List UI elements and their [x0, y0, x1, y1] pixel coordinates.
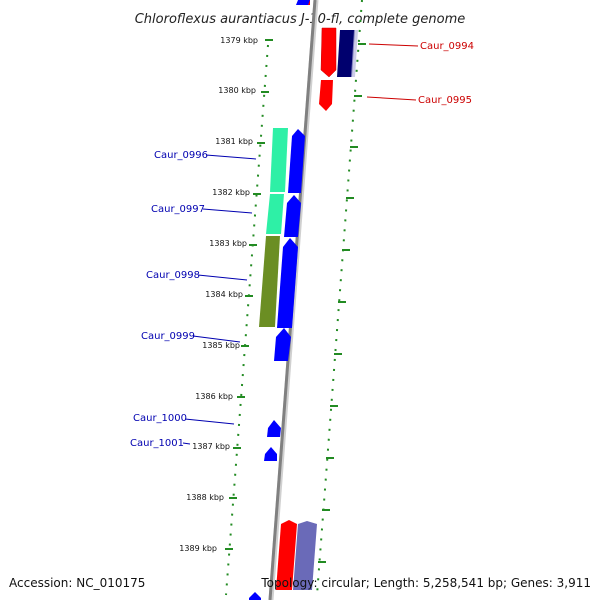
tick-label: 1384 kbp	[205, 290, 243, 299]
left-guide-line	[225, 44, 269, 596]
gene-feature-teal[interactable]	[270, 128, 288, 192]
tick-label: 1385 kbp	[202, 341, 240, 350]
gene-feature-red[interactable]	[320, 27, 337, 78]
tick-label: 1380 kbp	[218, 86, 256, 95]
label-leader-line	[368, 43, 419, 47]
gene-label-caur-0995[interactable]: Caur_0995	[418, 95, 472, 106]
topology-text: Topology: circular; Length: 5,258,541 bp…	[260, 576, 591, 590]
tick-label: 1379 kbp	[220, 36, 258, 45]
gene-feature-blue[interactable]	[249, 592, 261, 600]
gene-feature-olive[interactable]	[259, 236, 280, 327]
label-leader-line	[197, 274, 248, 281]
gene-label-caur-0994[interactable]: Caur_0994	[420, 41, 474, 52]
label-leader-line	[192, 335, 241, 343]
label-leader-line	[202, 208, 253, 214]
gene-feature-blue[interactable]	[296, 0, 310, 5]
left-gene-labels: Caur_0996 Caur_0997 Caur_0998 Caur_0999 …	[130, 150, 257, 449]
gene-label-caur-1001[interactable]: Caur_1001	[130, 438, 184, 449]
gene-feature-red[interactable]	[276, 520, 297, 590]
gene-feature-blue[interactable]	[267, 420, 281, 437]
label-leader-line	[182, 442, 191, 445]
gene-feature-lavender[interactable]	[351, 30, 358, 77]
gene-label-caur-0998[interactable]: Caur_0998	[146, 270, 200, 281]
guide-lines	[225, 0, 363, 596]
gene-label-caur-0996[interactable]: Caur_0996	[154, 150, 208, 161]
tick-label: 1387 kbp	[192, 442, 230, 451]
tick-labels: 1379 kbp 1380 kbp 1381 kbp 1382 kbp 1383…	[179, 36, 258, 553]
gene-feature-lavender[interactable]	[293, 521, 317, 590]
gene-feature-blue[interactable]	[284, 195, 301, 237]
gene-feature-red[interactable]	[319, 80, 333, 111]
label-leader-line	[366, 96, 417, 101]
gene-feature-blue[interactable]	[277, 238, 298, 328]
tick-label: 1386 kbp	[195, 392, 233, 401]
gene-feature-blue[interactable]	[264, 447, 277, 461]
accession-text: Accession: NC_010175	[9, 576, 145, 590]
tick-label: 1389 kbp	[179, 544, 217, 553]
tick-label: 1388 kbp	[186, 493, 224, 502]
gene-label-caur-1000[interactable]: Caur_1000	[133, 413, 187, 424]
label-leader-line	[205, 154, 257, 160]
gene-feature-blue[interactable]	[274, 328, 291, 361]
gene-label-caur-0997[interactable]: Caur_0997	[151, 204, 205, 215]
tick-label: 1383 kbp	[209, 239, 247, 248]
tick-marks-right	[318, 43, 366, 563]
tick-label: 1381 kbp	[215, 137, 253, 146]
gene-feature-blue[interactable]	[288, 129, 305, 193]
tick-label: 1382 kbp	[212, 188, 250, 197]
map-title: Chloroflexus aurantiacus J-10-fl, comple…	[135, 12, 466, 27]
genes-bottom	[276, 520, 317, 590]
gene-feature-teal[interactable]	[266, 194, 284, 234]
gene-feature-navy[interactable]	[337, 30, 355, 77]
right-gene-labels: Caur_0994 Caur_0995	[366, 41, 474, 106]
genes-forward-strand	[249, 0, 310, 600]
tick-marks-left	[225, 39, 273, 550]
gene-label-caur-0999[interactable]: Caur_0999	[141, 331, 195, 342]
genes-operon-left	[259, 128, 288, 327]
label-leader-line	[184, 418, 235, 425]
